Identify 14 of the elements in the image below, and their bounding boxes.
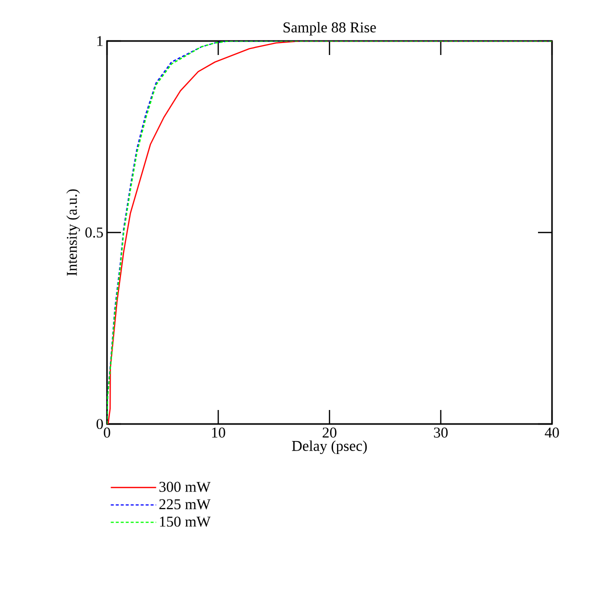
legend-label: 300 mW — [159, 482, 211, 492]
x-tick-label: 40 — [544, 428, 559, 438]
x-tick-label: 20 — [322, 428, 336, 438]
y-tick-label: 1 — [97, 36, 103, 46]
legend-label: 225 mW — [159, 499, 211, 510]
y-tick-label: 0 — [96, 418, 103, 430]
y-tick-label: 0.5 — [85, 227, 103, 238]
chart-title: Sample 88 Rise — [284, 22, 376, 36]
y-axis-title: Intensity (a.u.) — [66, 189, 80, 276]
x-axis-title: Delay (psec) — [292, 440, 367, 454]
x-tick-label: 30 — [434, 428, 448, 438]
x-tick-label: 10 — [212, 428, 226, 438]
legend-label: 150 mW — [160, 516, 211, 527]
x-tick-label: 0 — [104, 428, 110, 438]
